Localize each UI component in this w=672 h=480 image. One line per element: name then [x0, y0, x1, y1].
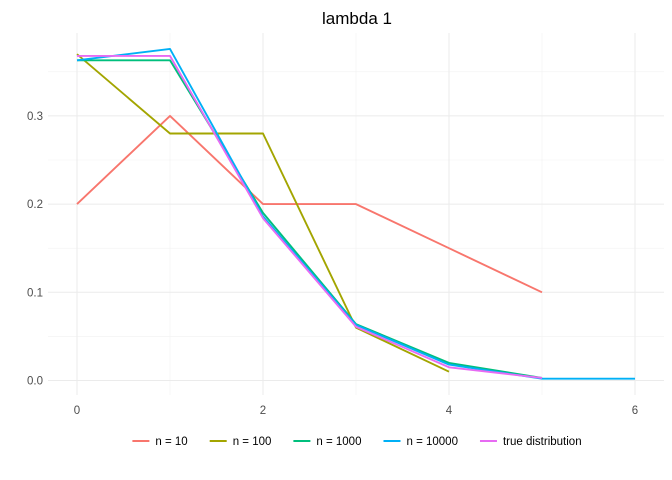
x-tick-label: 2: [260, 405, 266, 417]
legend-item-0: n = 10: [132, 436, 188, 448]
y-tick-label: 0.3: [27, 111, 43, 123]
legend: n = 10 n = 100 n = 1000 n = 10000 true distr…: [132, 436, 582, 448]
y-tick-label: 0.2: [27, 199, 43, 211]
series-line-2: [77, 59, 543, 379]
legend-item-4: true distribution: [479, 436, 582, 448]
legend-label: n = 10: [155, 436, 187, 448]
legend-label: n = 10000: [406, 436, 457, 448]
series-line-4: [77, 54, 543, 379]
x-axis: 0 2 4 6: [74, 405, 638, 417]
legend-item-3: n = 10000: [383, 436, 458, 448]
series-line-3: [76, 47, 635, 380]
grid: [48, 33, 664, 395]
chart-title: lambda 1: [322, 9, 392, 28]
x-tick-label: 4: [446, 405, 453, 417]
series-line-1: [76, 53, 450, 373]
legend-label: n = 100: [233, 436, 272, 448]
x-tick-label: 6: [632, 405, 638, 417]
series-line-0: [76, 114, 543, 294]
legend-label: true distribution: [503, 436, 582, 448]
series-lines: [76, 47, 635, 380]
y-axis: 0.0 0.1 0.2 0.3: [27, 111, 43, 388]
y-tick-label: 0.1: [27, 287, 43, 299]
y-tick-label: 0.0: [27, 376, 43, 388]
x-tick-label: 0: [74, 405, 80, 417]
legend-label: n = 1000: [316, 436, 361, 448]
legend-item-2: n = 1000: [293, 436, 361, 448]
legend-item-1: n = 100: [209, 436, 272, 448]
